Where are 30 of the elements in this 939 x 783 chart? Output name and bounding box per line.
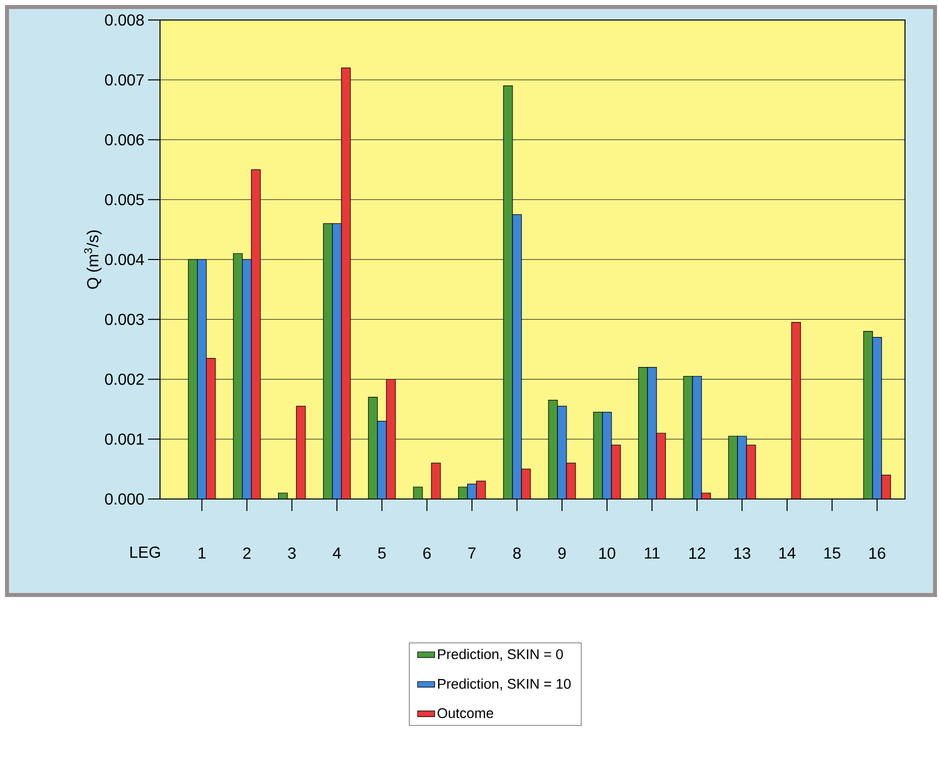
x-tick-label: 14: [779, 548, 796, 559]
y-tick-label: 0.001: [105, 433, 144, 445]
y-tick-label: 0.005: [105, 194, 144, 206]
x-tick-label: 15: [824, 548, 840, 559]
x-tick-label: 2: [243, 548, 251, 559]
y-tick-label: 0.006: [105, 134, 144, 146]
y-tick-label: 0.007: [105, 74, 144, 86]
x-tick-label: 11: [644, 548, 660, 559]
x-axis-title: LEG: [130, 546, 160, 558]
x-tick-label: 4: [332, 548, 341, 559]
x-tick-label: 7: [468, 548, 476, 559]
x-tick-label: 8: [513, 548, 521, 559]
y-tick-label: 0.003: [105, 314, 144, 326]
x-tick-label: 3: [288, 548, 296, 559]
x-tick-label: 1: [198, 548, 206, 559]
legend-label: Prediction, SKIN = 10: [438, 678, 571, 690]
y-axis-title: Q (m$^{3}$/s): [84, 230, 102, 289]
legend-label: Prediction, SKIN = 0: [438, 648, 563, 661]
x-tick-label: 10: [599, 548, 616, 559]
x-tick-label: 13: [734, 548, 750, 559]
legend-label: Outcome: [438, 708, 494, 718]
y-tick-label: 0.002: [105, 374, 144, 385]
x-tick-label: 12: [689, 548, 706, 559]
y-tick-label: 0.004: [105, 254, 144, 266]
y-tick-label: 0.000: [105, 493, 144, 505]
x-tick-label: 5: [378, 548, 386, 559]
x-tick-label: 9: [558, 548, 566, 559]
x-tick-label: 6: [423, 548, 431, 559]
x-tick-label: 16: [869, 548, 886, 559]
y-tick-label: 0.008: [105, 14, 144, 26]
